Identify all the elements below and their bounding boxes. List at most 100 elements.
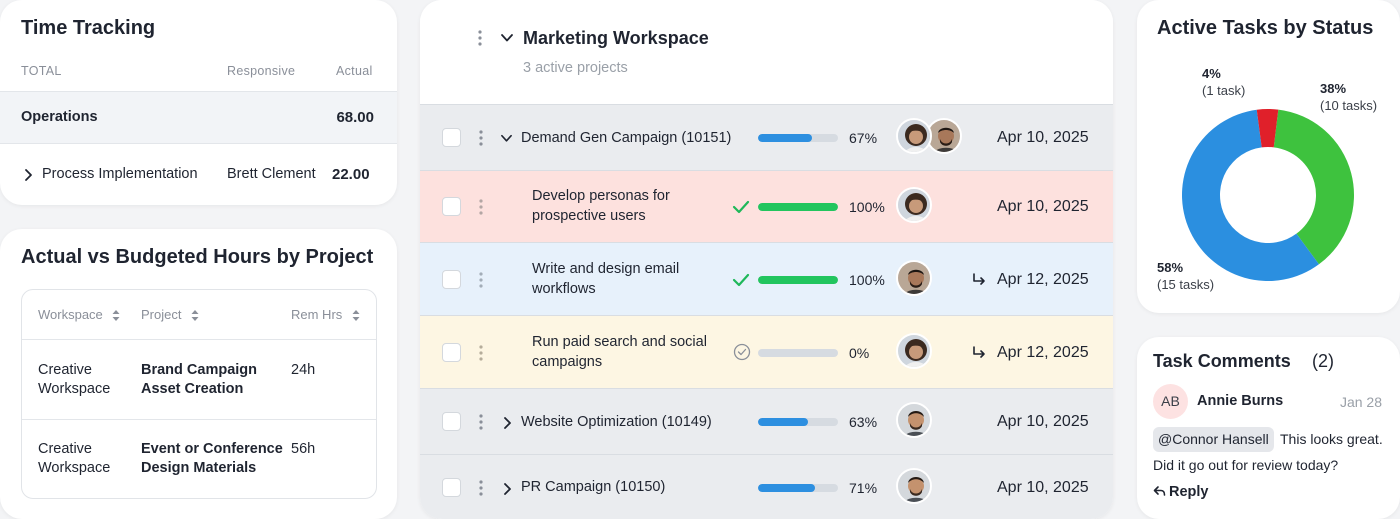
- donut-chart: [1182, 108, 1354, 281]
- col-workspace[interactable]: Workspace: [38, 307, 120, 322]
- comment-text-line1: This looks great.: [1280, 431, 1383, 447]
- row1-project[interactable]: Brand Campaign Asset Creation: [141, 362, 258, 397]
- col-rem-hrs[interactable]: Rem Hrs: [291, 307, 360, 322]
- sort-icon[interactable]: [112, 309, 120, 322]
- process-person: Brett Clement: [227, 166, 316, 182]
- avatar[interactable]: AB: [1153, 384, 1188, 419]
- kebab-menu-icon[interactable]: [478, 271, 484, 289]
- col-project[interactable]: Project: [141, 307, 199, 322]
- row-name[interactable]: Develop personas for prospective users: [532, 188, 670, 224]
- row2-workspace: Creative Workspace: [38, 441, 111, 476]
- avatar[interactable]: [896, 402, 932, 438]
- progress-bar: [758, 276, 838, 284]
- kebab-menu-icon[interactable]: [478, 479, 484, 497]
- operations-row[interactable]: Operations 68.00: [0, 91, 397, 144]
- budget-title: Actual vs Budgeted Hours by Project: [21, 246, 374, 268]
- donut-slice-1[interactable]: [1182, 109, 1319, 281]
- progress-fill: [758, 203, 838, 211]
- donut-slice-2[interactable]: [1256, 108, 1279, 148]
- due-date: Apr 12, 2025: [997, 271, 1089, 288]
- chevron-right-icon[interactable]: [23, 168, 33, 182]
- workspace-title[interactable]: Marketing Workspace: [523, 28, 709, 48]
- comments-count: (2): [1312, 351, 1334, 371]
- comment-date: Jan 28: [1339, 394, 1382, 410]
- sort-icon[interactable]: [191, 309, 199, 322]
- avatar[interactable]: [896, 260, 932, 296]
- kebab-menu-icon[interactable]: [477, 29, 483, 47]
- comment-text-line2: Did it go out for review today?: [1153, 457, 1339, 473]
- progress-bar: [758, 203, 838, 211]
- chevron-right-icon[interactable]: [502, 482, 512, 496]
- row-checkbox[interactable]: [442, 478, 461, 497]
- circle-check-icon[interactable]: [733, 343, 751, 361]
- chevron-down-icon[interactable]: [500, 32, 514, 44]
- task-row-develop-personas[interactable]: Develop personas for prospective users 1…: [420, 170, 1113, 242]
- row-name-text: PR Campaign: [521, 479, 612, 495]
- task-row-paid-search[interactable]: Run paid search and social campaigns 0% …: [420, 315, 1113, 388]
- progress-percent: 67%: [849, 130, 878, 146]
- comments-title: Task Comments: [1153, 351, 1291, 371]
- time-tracking-title: Time Tracking: [21, 17, 156, 39]
- chevron-right-icon[interactable]: [502, 416, 512, 430]
- process-implementation-label[interactable]: Process Implementation: [42, 166, 198, 182]
- comment-author[interactable]: Annie Burns: [1197, 393, 1284, 409]
- kebab-menu-icon[interactable]: [478, 129, 484, 147]
- row1-rem: 24h: [291, 362, 316, 378]
- time-tracking-card: Time Tracking TOTAL Responsive Actual Op…: [0, 0, 397, 205]
- check-icon: [732, 273, 750, 287]
- divider: [22, 419, 376, 420]
- avatar[interactable]: [896, 118, 932, 154]
- task-row-email-workflows[interactable]: Write and design email workflows 100% Ap…: [420, 242, 1113, 315]
- row-name[interactable]: Website Optimization (10149): [521, 412, 712, 432]
- operations-label: Operations: [21, 109, 98, 125]
- row-name[interactable]: PR Campaign (10150): [521, 477, 665, 497]
- kebab-menu-icon[interactable]: [478, 344, 484, 362]
- row-id: (10149): [661, 414, 712, 430]
- row-name[interactable]: Run paid search and social campaigns: [532, 334, 707, 370]
- legend-pct-red: 4%: [1202, 66, 1221, 81]
- progress-percent: 63%: [849, 414, 878, 430]
- row-checkbox[interactable]: [442, 128, 461, 147]
- progress-fill: [758, 418, 809, 426]
- process-value: 22.00: [332, 166, 370, 183]
- due-date: Apr 12, 2025: [997, 344, 1089, 361]
- row-name[interactable]: Demand Gen Campaign (10151): [521, 128, 731, 148]
- kebab-menu-icon[interactable]: [478, 198, 484, 216]
- subtask-arrow-icon: [973, 273, 985, 285]
- sort-icon[interactable]: [352, 309, 360, 322]
- progress-fill: [758, 276, 838, 284]
- col-total: TOTAL: [21, 64, 62, 78]
- row-id: (10151): [681, 130, 732, 146]
- budget-card: Actual vs Budgeted Hours by Project Work…: [0, 229, 397, 519]
- progress-bar: [758, 418, 838, 426]
- kebab-menu-icon[interactable]: [478, 413, 484, 431]
- donut-slice-0[interactable]: [1273, 109, 1354, 265]
- chevron-down-icon[interactable]: [500, 133, 513, 144]
- row-checkbox[interactable]: [442, 197, 461, 216]
- workspace-header: Marketing Workspace 3 active projects: [420, 0, 1113, 104]
- row-checkbox[interactable]: [442, 270, 461, 289]
- row-name[interactable]: Write and design email workflows: [532, 261, 680, 297]
- due-date: Apr 10, 2025: [997, 413, 1089, 430]
- project-row-pr-campaign[interactable]: PR Campaign (10150) 71% Apr 10, 2025: [420, 454, 1113, 519]
- row2-project[interactable]: Event or Conference Design Materials: [141, 441, 283, 476]
- progress-percent: 71%: [849, 480, 878, 496]
- avatar[interactable]: [896, 468, 932, 504]
- project-row-demand-gen[interactable]: Demand Gen Campaign (10151) 67% Apr 10, …: [420, 104, 1113, 170]
- progress-bar: [758, 349, 838, 357]
- avatar[interactable]: [926, 118, 962, 154]
- row-checkbox[interactable]: [442, 343, 461, 362]
- reply-button[interactable]: Reply: [1153, 484, 1209, 500]
- legend-pct-blue: 58%: [1157, 260, 1184, 275]
- progress-percent: 100%: [849, 272, 885, 288]
- progress-bar: [758, 134, 838, 142]
- progress-bar: [758, 484, 838, 492]
- avatar[interactable]: [896, 187, 932, 223]
- legend-count-red: (1 task): [1202, 83, 1246, 98]
- avatar[interactable]: [896, 333, 932, 369]
- project-row-website-optimization[interactable]: Website Optimization (10149) 63% Apr 10,…: [420, 388, 1113, 454]
- row-name-text: Demand Gen Campaign: [521, 130, 678, 146]
- row-checkbox[interactable]: [442, 412, 461, 431]
- progress-percent: 0%: [849, 345, 870, 361]
- mention-tag[interactable]: @Connor Hansell: [1153, 427, 1274, 452]
